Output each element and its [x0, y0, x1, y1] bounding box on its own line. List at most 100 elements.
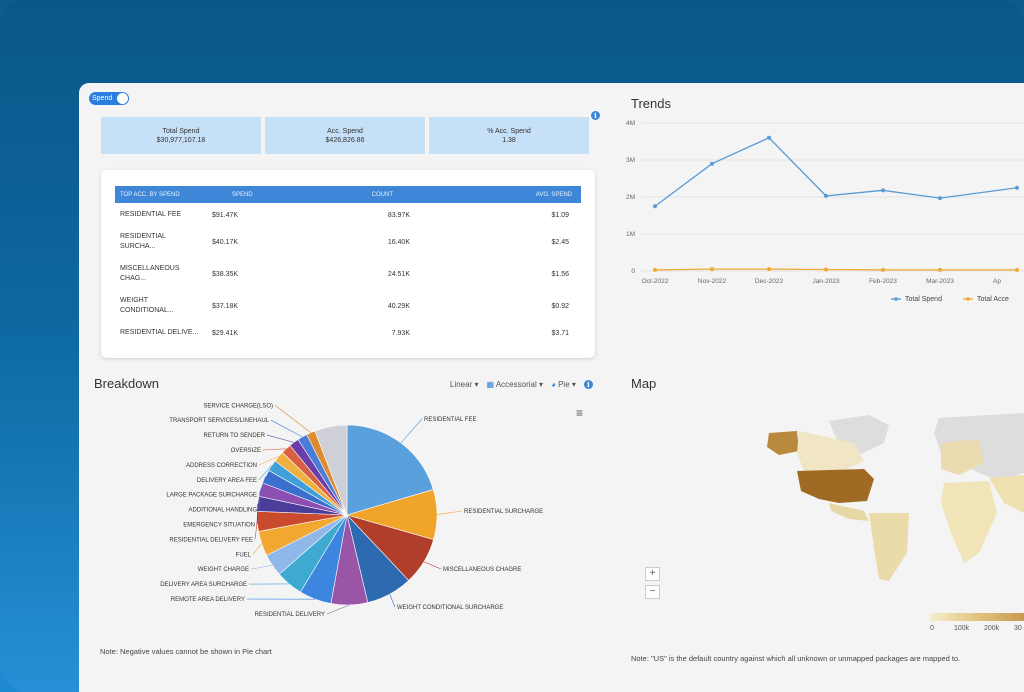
- pie-label: FUEL: [236, 552, 252, 558]
- data-point: [938, 267, 942, 272]
- pie-leader-line: [423, 561, 442, 570]
- cell-name: RESIDENTIAL FEE: [120, 211, 182, 218]
- pie-leader-line: [326, 604, 350, 615]
- breakdown-controls: Linear ▾ ▦ Accessorial ▾ ◕ Pie ▾ i: [450, 380, 593, 389]
- cell-avg: $2.45: [551, 238, 569, 246]
- breakdown-title: Breakdown: [94, 376, 160, 391]
- pie-label: TRANSPORT SERVICES/LINEHAUL: [169, 418, 269, 424]
- table-row[interactable]: WEIGHT CONDITIONAL... $37.18K 40.29K $0.…: [115, 294, 581, 318]
- map-region-middle-east: [989, 475, 1024, 513]
- map-note: Note: "US" is the default country agains…: [631, 654, 961, 663]
- cell-name: WEIGHT: [120, 297, 148, 304]
- column-header[interactable]: TOP ACC. BY SPEND: [120, 191, 180, 198]
- cell-spend: $37.18K: [212, 302, 239, 310]
- legend-item: Total Acce: [977, 296, 1009, 303]
- pie-label: SERVICE CHARGE(LSO): [203, 403, 273, 409]
- x-tick-label: Feb-2023: [869, 278, 897, 285]
- map-region-central-america: [829, 503, 869, 521]
- map-color-scale: [930, 613, 1024, 621]
- data-point: [938, 196, 942, 201]
- pie-leader-line: [250, 564, 273, 570]
- y-tick-label: 0: [631, 268, 635, 275]
- cell-name: RESIDENTIAL DELIVE...: [120, 329, 199, 336]
- zoom-in-button[interactable]: +: [645, 567, 660, 581]
- cell-name-cont: CONDITIONAL...: [120, 307, 174, 314]
- data-point: [824, 193, 828, 198]
- pie-label: ADDRESS CORRECTION: [186, 463, 257, 469]
- scale-label: 30: [1014, 625, 1022, 632]
- pie-label: LARGE PACKAGE SURCHARGE: [166, 493, 257, 499]
- dashboard-panel: Spend i Total Spend $30,977,107.18 Acc. …: [79, 83, 1024, 692]
- top-accessorials-table: TOP ACC. BY SPEND SPEND COUNT AVG. SPEND…: [101, 170, 595, 358]
- cell-avg: $1.09: [551, 211, 569, 219]
- column-header[interactable]: COUNT: [371, 191, 393, 198]
- world-map[interactable]: [679, 403, 1024, 583]
- x-tick-label: Mar-2023: [926, 278, 954, 285]
- pie-label: MISCELLANEOUS CHAGRE: [443, 567, 521, 573]
- cell-count: 7.93K: [391, 329, 410, 337]
- table-row[interactable]: RESIDENTIAL FEE $91.47K 83.97K $1.09: [115, 208, 581, 222]
- cell-spend: $29.41K: [212, 329, 239, 337]
- x-tick-label: Nov-2022: [698, 278, 727, 285]
- x-tick-label: Jan-2023: [812, 278, 839, 285]
- cell-name: MISCELLANEOUS: [120, 265, 180, 272]
- pie-label: RESIDENTIAL FEE: [424, 417, 476, 423]
- cell-name: RESIDENTIAL: [120, 233, 166, 240]
- cell-avg: $1.56: [551, 270, 569, 278]
- data-point: [653, 267, 657, 272]
- table-icon: ▦: [486, 380, 495, 389]
- group-select[interactable]: ▦ Accessorial ▾: [486, 380, 544, 389]
- data-point: [881, 267, 885, 272]
- scale-label: 200k: [984, 625, 1000, 632]
- kpi-card-pct-acc-spend: % Acc. Spend 1.38: [429, 117, 589, 154]
- cell-name-cont: SURCHA...: [120, 243, 156, 250]
- column-header[interactable]: SPEND: [232, 191, 253, 198]
- legend-item: Total Spend: [905, 296, 942, 303]
- pie-label: DELIVERY AREA SURCHARGE: [160, 582, 247, 588]
- data-point: [653, 204, 657, 209]
- cell-count: 16.40K: [387, 238, 410, 246]
- column-header[interactable]: AVG. SPEND: [535, 191, 572, 198]
- pie-label: WEIGHT CHARGE: [198, 567, 249, 573]
- toggle-label: Spend: [92, 95, 113, 102]
- kpi-title: % Acc. Spend: [487, 128, 531, 135]
- x-tick-label: Dec-2022: [755, 278, 784, 285]
- spend-toggle[interactable]: Spend: [89, 92, 129, 105]
- table-row[interactable]: RESIDENTIAL SURCHA... $40.17K 16.40K $2.…: [115, 230, 581, 254]
- pie-leader-line: [252, 543, 262, 555]
- x-tick-label: Oct-2022: [642, 278, 669, 285]
- pie-leader-line: [258, 465, 272, 481]
- table-row[interactable]: MISCELLANEOUS CHAG... $38.35K 24.51K $1.…: [115, 262, 581, 286]
- chart-type-select[interactable]: ◕ Pie ▾: [551, 380, 576, 389]
- zoom-out-button[interactable]: −: [645, 585, 660, 599]
- series-line: [654, 137, 1018, 207]
- cell-avg: $3.71: [551, 329, 569, 337]
- pie-slice: [346, 424, 434, 516]
- data-point: [824, 267, 828, 272]
- kpi-value: $426,826.86: [325, 137, 365, 144]
- scale-label: 0: [930, 625, 934, 632]
- cell-avg: $0.92: [551, 302, 569, 310]
- table-header: TOP ACC. BY SPEND SPEND COUNT AVG. SPEND: [115, 186, 581, 203]
- x-tick-label: Ap: [993, 278, 1001, 285]
- info-icon[interactable]: i: [591, 111, 600, 120]
- pie-leader-line: [262, 448, 287, 451]
- series-line: [654, 268, 1017, 271]
- data-point: [767, 267, 771, 272]
- data-point: [881, 188, 885, 193]
- y-tick-label: 3M: [626, 157, 635, 164]
- pie-label: ADDITIONAL HANDLING: [189, 508, 258, 514]
- pie-leader-line: [400, 418, 423, 444]
- kpi-title: Acc. Spend: [327, 128, 363, 135]
- kpi-row: Total Spend $30,977,107.18 Acc. Spend $4…: [101, 117, 589, 154]
- info-icon[interactable]: i: [583, 380, 593, 389]
- chart-menu-icon[interactable]: ≡: [576, 406, 584, 420]
- scale-select[interactable]: Linear ▾: [450, 380, 479, 389]
- kpi-value: $30,977,107.18: [156, 137, 206, 144]
- cell-count: 40.29K: [387, 302, 410, 310]
- table-row[interactable]: RESIDENTIAL DELIVE... $29.41K 7.93K $3.7…: [115, 326, 581, 340]
- breakdown-pie-chart: RESIDENTIAL FEE RESIDENTIAL SURCHARGE MISC…: [160, 403, 543, 618]
- pie-chart-icon: ◕: [551, 380, 556, 389]
- cell-count: 24.51K: [387, 270, 410, 278]
- map-region-europe: [941, 439, 984, 475]
